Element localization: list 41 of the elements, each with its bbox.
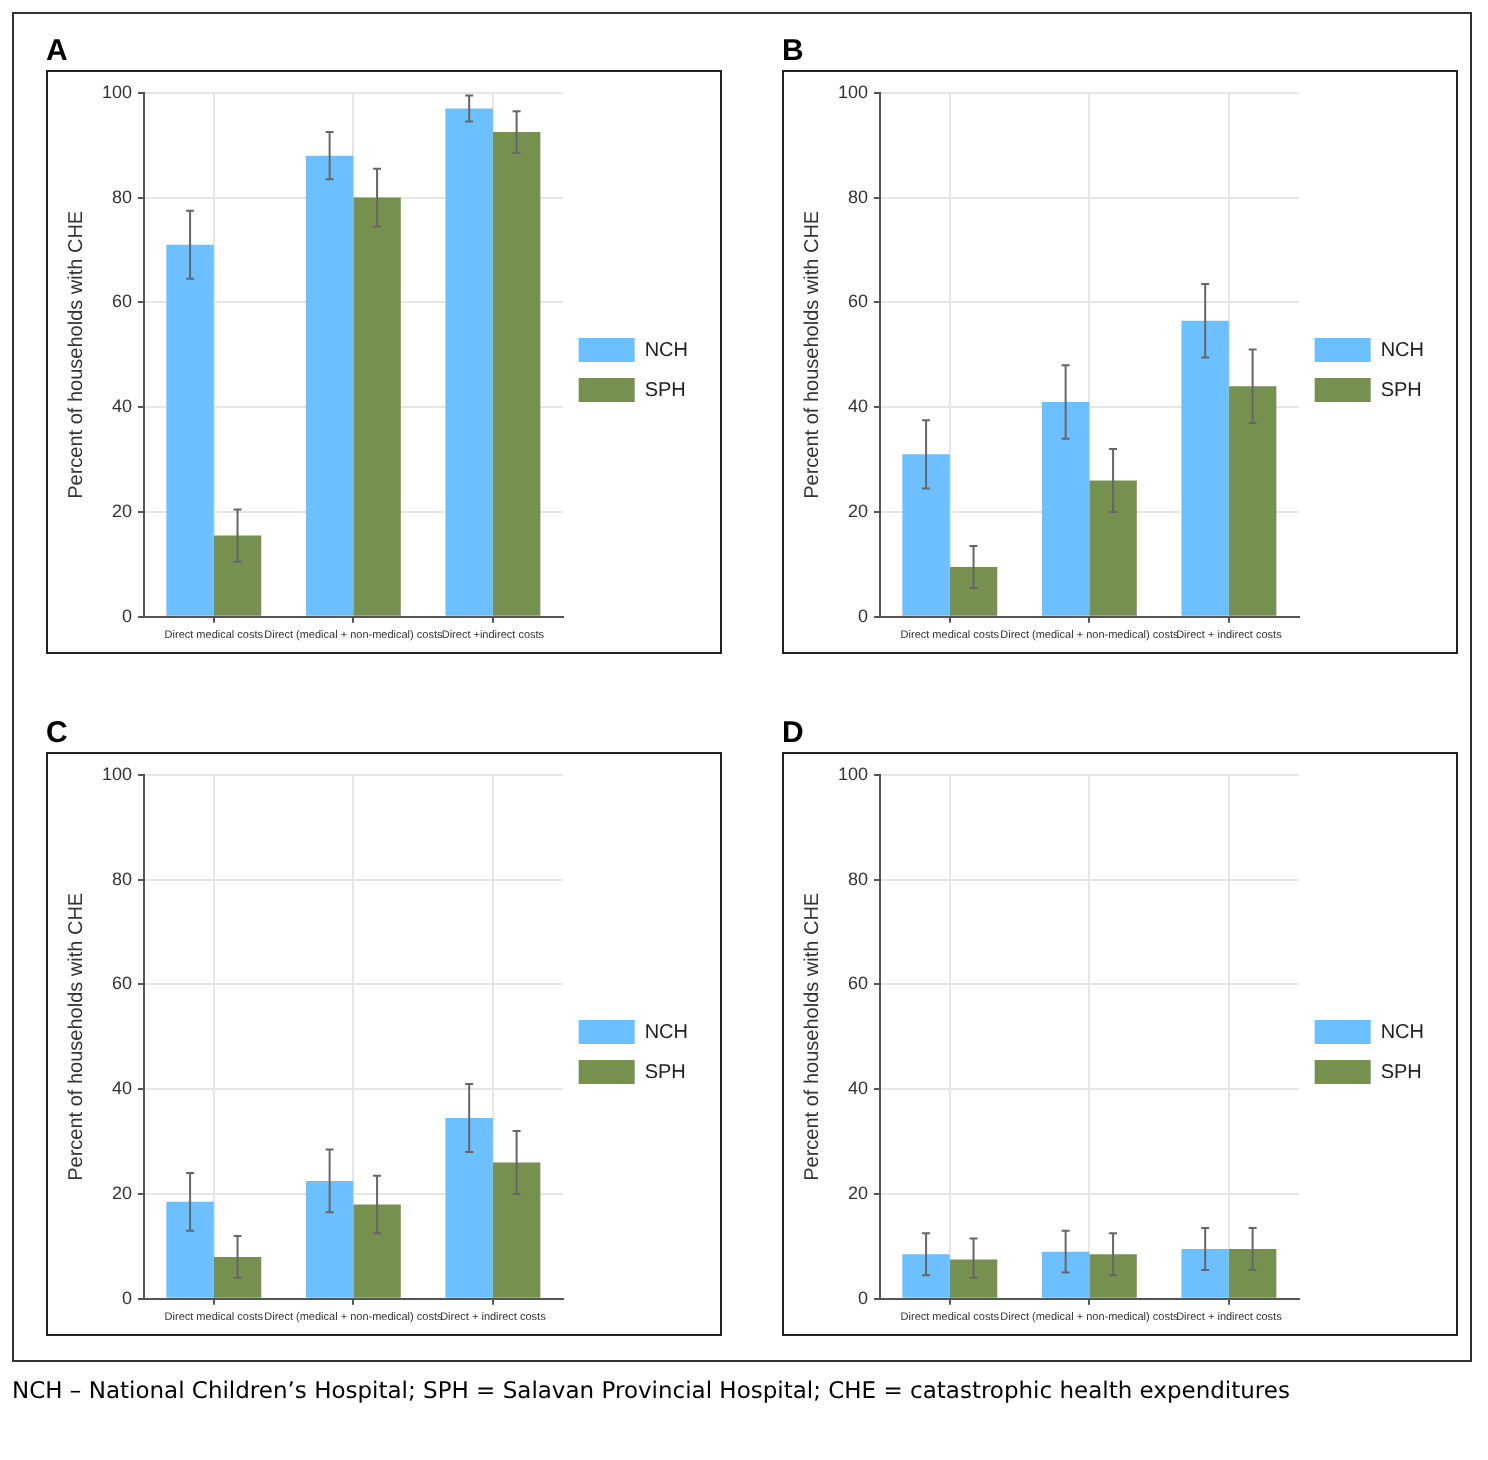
y-tick-label: 20 [112, 1182, 133, 1203]
y-tick-label: 0 [858, 605, 869, 626]
y-tick-label: 60 [112, 291, 133, 312]
legend-label: SPH [644, 1061, 686, 1084]
y-tick-label: 0 [122, 605, 133, 626]
y-tick-label: 40 [848, 1078, 869, 1099]
legend-label: SPH [644, 379, 686, 402]
y-tick-label: 80 [848, 868, 869, 889]
y-axis-title: Percent of households with CHE [801, 892, 824, 1181]
y-tick-label: 0 [858, 1287, 869, 1308]
chart-title: D [782, 716, 804, 750]
legend-label: NCH [1380, 1021, 1425, 1044]
y-tick-label: 100 [101, 763, 133, 784]
y-tick-label: 20 [112, 500, 133, 521]
y-tick-label: 60 [112, 973, 133, 994]
y-tick-label: 80 [112, 186, 133, 207]
y-tick-label: 20 [848, 1182, 869, 1203]
y-tick-label: 80 [112, 868, 133, 889]
y-tick-label: 80 [848, 186, 869, 207]
y-tick-label: 40 [112, 1078, 133, 1099]
y-tick-label: 100 [837, 763, 869, 784]
legend-label: NCH [644, 339, 689, 362]
y-tick-label: 40 [112, 396, 133, 417]
y-axis-title: Percent of households with CHE [65, 892, 88, 1181]
chart-title: A [46, 34, 68, 68]
y-tick-label: 40 [848, 396, 869, 417]
y-tick-label: 20 [848, 500, 869, 521]
y-axis-title: Percent of households with CHE [801, 210, 824, 499]
text: NCH – National Children’s Hospital; SPH = Salavan Provincial Hospital; CHE = catastrophic health expenditures [12, 1376, 1290, 1404]
legend-label: NCH [1380, 339, 1425, 362]
chart-title: B [782, 34, 804, 68]
legend-label: NCH [644, 1021, 689, 1044]
legend-label: SPH [1380, 1061, 1422, 1084]
chart-title: C [46, 716, 68, 750]
y-axis-title: Percent of households with CHE [65, 210, 88, 499]
legend-label: SPH [1380, 379, 1422, 402]
y-tick-label: 100 [837, 81, 869, 102]
y-tick-label: 60 [848, 291, 869, 312]
y-tick-label: 0 [122, 1287, 133, 1308]
y-tick-label: 100 [101, 81, 133, 102]
y-tick-label: 60 [848, 973, 869, 994]
